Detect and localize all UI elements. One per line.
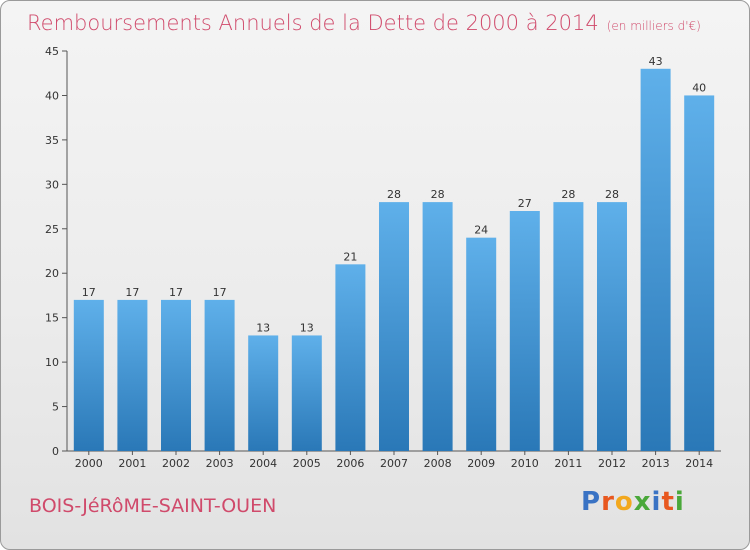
y-tick-label: 25	[45, 223, 59, 236]
commune-name: BOIS-JéRôME-SAINT-OUEN	[29, 495, 277, 517]
data-label-2013: 43	[649, 55, 663, 68]
data-label-2014: 40	[692, 81, 706, 94]
x-tick-label-2009: 2009	[467, 457, 495, 470]
x-tick-label-2004: 2004	[249, 457, 277, 470]
data-label-2006: 21	[343, 250, 357, 263]
bar-2003	[204, 299, 235, 451]
data-label-2002: 17	[169, 286, 183, 299]
logo-letter: o	[614, 487, 634, 517]
y-tick-label: 15	[45, 312, 59, 325]
x-tick-label-2013: 2013	[642, 457, 670, 470]
x-tick-label-2006: 2006	[336, 457, 364, 470]
x-tick-label-2001: 2001	[118, 457, 146, 470]
chart-unit-label: (en milliers d'€)	[606, 19, 701, 33]
x-tick-label-2005: 2005	[293, 457, 321, 470]
bar-2014	[684, 95, 715, 451]
x-tick-label-2008: 2008	[424, 457, 452, 470]
chart-title: Remboursements Annuels de la Dette de 20…	[27, 11, 701, 35]
y-tick-label: 30	[45, 178, 59, 191]
logo-letter: x	[633, 487, 652, 517]
bar-2013	[640, 68, 671, 452]
bar-2005	[291, 335, 322, 451]
x-tick-label-2011: 2011	[554, 457, 582, 470]
data-label-2004: 13	[256, 321, 270, 334]
y-tick-label: 45	[45, 45, 59, 58]
y-tick-label: 40	[45, 89, 59, 102]
logo-letter: t	[661, 487, 675, 517]
y-tick-label: 5	[52, 401, 59, 414]
y-tick-label: 0	[52, 445, 59, 458]
data-label-2007: 28	[387, 188, 401, 201]
bar-2008	[422, 202, 453, 451]
data-label-2008: 28	[431, 188, 445, 201]
bar-2011	[553, 202, 584, 451]
data-label-2011: 28	[561, 188, 575, 201]
bar-2010	[509, 211, 540, 451]
bar-2012	[597, 202, 627, 451]
x-tick-label-2012: 2012	[598, 457, 626, 470]
bar-2001	[117, 299, 148, 451]
x-tick-label-2000: 2000	[75, 457, 103, 470]
proxiti-logo: Proxiti	[581, 487, 685, 517]
data-label-2001: 17	[125, 286, 139, 299]
x-tick-label-2014: 2014	[685, 457, 713, 470]
data-label-2009: 24	[474, 224, 488, 237]
logo-letter: r	[601, 487, 615, 517]
data-label-2010: 27	[518, 197, 532, 210]
x-tick-label-2002: 2002	[162, 457, 190, 470]
data-label-2003: 17	[213, 286, 227, 299]
bar-2007	[379, 202, 409, 451]
bar-2009	[466, 237, 497, 451]
data-label-2005: 13	[300, 321, 314, 334]
data-label-2000: 17	[82, 286, 96, 299]
logo-letter: i	[674, 487, 685, 517]
bar-2002	[161, 299, 191, 451]
data-label-2012: 28	[605, 188, 619, 201]
bar-2000	[73, 299, 104, 451]
bar-2004	[248, 335, 279, 451]
x-tick-label-2003: 2003	[206, 457, 234, 470]
logo-letter: P	[581, 487, 602, 517]
y-tick-label: 10	[45, 356, 59, 369]
bar-2006	[335, 264, 366, 451]
x-tick-label-2007: 2007	[380, 457, 408, 470]
y-tick-label: 20	[45, 267, 59, 280]
y-tick-label: 35	[45, 134, 59, 147]
x-tick-label-2010: 2010	[511, 457, 539, 470]
chart-title-text: Remboursements Annuels de la Dette de 20…	[27, 11, 599, 35]
logo-letter: i	[651, 487, 662, 517]
